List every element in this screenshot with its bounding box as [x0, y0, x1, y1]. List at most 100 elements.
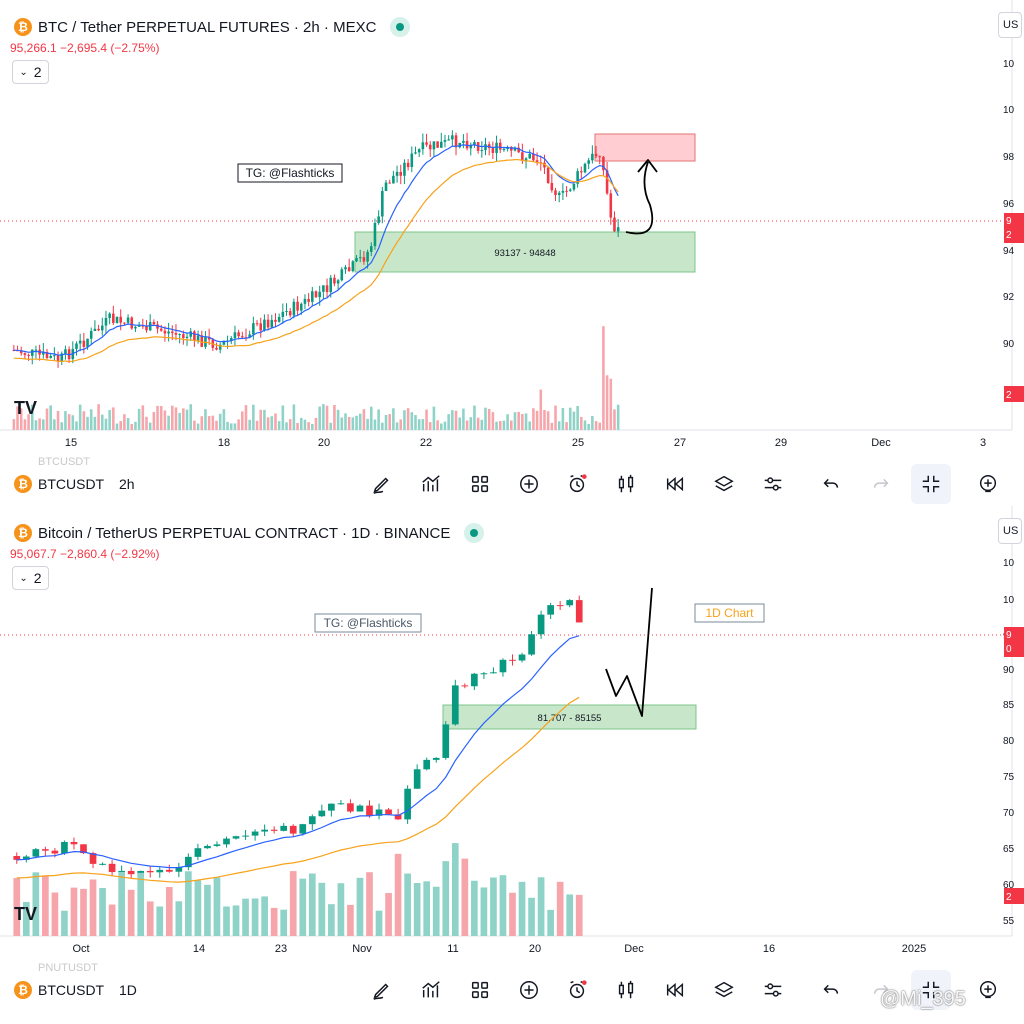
candle-body [308, 816, 316, 825]
candle-body [566, 600, 574, 606]
candles-icon[interactable] [608, 972, 644, 1008]
candle-body [556, 605, 564, 607]
volume-bar [421, 419, 425, 430]
volume-bar [237, 419, 240, 430]
candle-body [347, 803, 354, 812]
volume-bar [602, 326, 605, 430]
candle-body [248, 334, 251, 338]
pencil-icon[interactable] [364, 972, 400, 1008]
volume-bar [392, 408, 395, 430]
volume-bar [123, 414, 126, 430]
redo-icon[interactable] [863, 466, 899, 502]
price-scale-label: 10 [1003, 59, 1015, 70]
redo-icon[interactable] [863, 972, 899, 1008]
candle-body [373, 223, 377, 247]
volume-bar [137, 408, 141, 430]
bottom-tg-annotation-box [314, 613, 422, 633]
volume-bar [12, 419, 16, 430]
top-collapse-indicators-button[interactable]: ⌄ 2 [12, 60, 49, 84]
ema-slow-line [13, 158, 619, 363]
settings-icon[interactable] [755, 972, 791, 1008]
price-scale-label: 75 [1003, 772, 1015, 783]
top-symbol-title[interactable]: BTC / Tether PERPETUAL FUTURES · 2h · ME… [38, 18, 377, 36]
pencil-icon[interactable] [364, 466, 400, 502]
candle-body [480, 673, 488, 675]
candle-body [266, 319, 270, 328]
undo-icon[interactable] [813, 466, 849, 502]
indicators-icon[interactable] [413, 972, 449, 1008]
volume-bar [118, 871, 125, 936]
plus-icon[interactable] [511, 972, 547, 1008]
bottom-chart-canvas[interactable]: 101099085807570656055Oct1423Nov1120Dec16… [0, 506, 1024, 971]
replay-icon[interactable] [657, 466, 693, 502]
candle-body [547, 605, 554, 615]
candle-body [196, 335, 200, 341]
candle-body [385, 809, 392, 815]
volume-bar [366, 872, 373, 936]
candle-body [568, 189, 572, 191]
replay-icon[interactable] [657, 972, 693, 1008]
collapse-icon[interactable] [911, 464, 951, 504]
volume-bar [404, 873, 411, 936]
price-scale-label: 55 [1003, 916, 1015, 927]
volume-bar [480, 887, 488, 936]
candle-body [223, 838, 230, 845]
indicators-icon[interactable] [413, 466, 449, 502]
volume-bar [42, 419, 45, 430]
candle-body [340, 269, 344, 281]
time-axis-label: Dec [624, 943, 644, 955]
candle-body [394, 814, 402, 820]
more-icon[interactable] [970, 972, 1006, 1008]
top-tg-annotation-box [237, 163, 343, 183]
top-chart-pane[interactable]: 10 10 98 96 94 92 90 15 18 20 22 25 27 29 Dec 3 93137 - … [0, 0, 1024, 465]
collapse-icon[interactable] [911, 970, 951, 1010]
volume-bar [576, 405, 579, 430]
bottom-symbol-title[interactable]: Bitcoin / TetherUS PERPETUAL CONTRACT · … [38, 524, 451, 542]
volume-bar [108, 410, 111, 430]
volume-bar [568, 407, 572, 430]
candle-body [473, 142, 476, 146]
candle-body [413, 769, 421, 789]
layers-icon[interactable] [706, 972, 742, 1008]
grid-icon[interactable] [462, 972, 498, 1008]
top-toolbar: ₿ BTCUSDT 2h [0, 464, 1024, 504]
bottom-collapse-indicators-button[interactable]: ⌄ 2 [12, 566, 49, 590]
top-currency-button[interactable]: US [998, 12, 1022, 38]
candle-body [23, 353, 27, 355]
top-symbol-selector[interactable]: ₿ BTCUSDT [14, 475, 104, 493]
volume-bar [60, 422, 64, 430]
volume-bar [432, 886, 440, 936]
volume-bar [226, 421, 229, 430]
candle-body [19, 350, 23, 354]
undo-icon[interactable] [813, 972, 849, 1008]
plus-icon[interactable] [511, 466, 547, 502]
candles-icon[interactable] [608, 466, 644, 502]
grid-icon[interactable] [462, 466, 498, 502]
watermark-text: @Mi_395 [880, 988, 966, 1010]
candle-body [521, 152, 524, 161]
bottom-currency-button[interactable]: US [998, 518, 1022, 544]
alarm-icon[interactable] [559, 972, 595, 1008]
volume-bar [32, 872, 40, 936]
volume-bar [355, 415, 358, 430]
bottom-interval-button[interactable]: 1D [119, 982, 137, 998]
bottom-chart-pane[interactable]: 101099085807570656055Oct1423Nov1120Dec16… [0, 506, 1024, 971]
volume-bar [425, 409, 428, 430]
top-interval-button[interactable]: 2h [119, 476, 135, 492]
bottom-symbol-selector[interactable]: ₿ BTCUSDT [14, 981, 104, 999]
volume-bar [259, 409, 263, 430]
volume-bar [27, 414, 30, 430]
alarm-icon[interactable] [559, 466, 595, 502]
settings-icon[interactable] [755, 466, 791, 502]
layers-icon[interactable] [706, 466, 742, 502]
candle-body [232, 836, 240, 839]
candle-body [64, 349, 67, 354]
candle-body [156, 324, 159, 329]
more-icon[interactable] [970, 466, 1006, 502]
candle-body [175, 867, 183, 872]
volume-bar [465, 420, 469, 430]
candle-body [432, 757, 440, 760]
volume-bar [222, 409, 226, 430]
candle-body [443, 139, 447, 142]
